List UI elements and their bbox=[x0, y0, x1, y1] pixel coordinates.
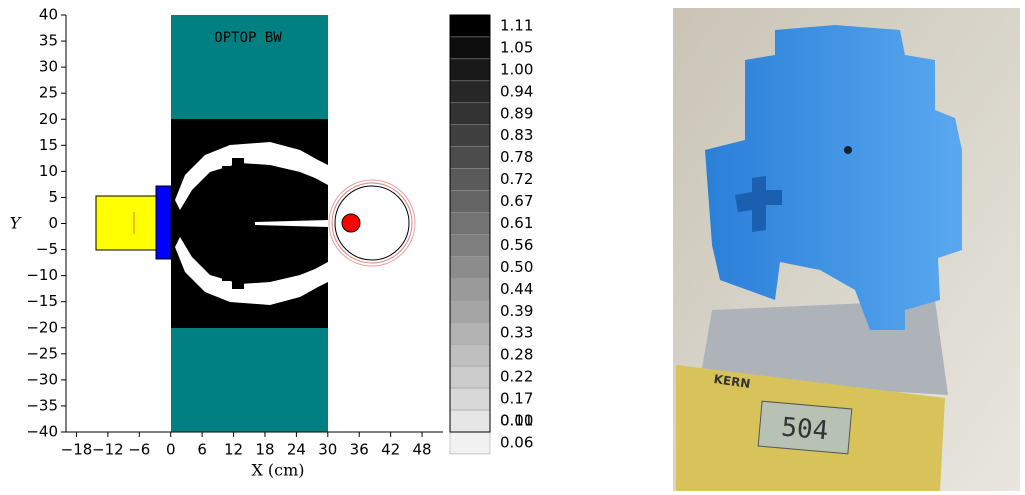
colorbar-cell bbox=[449, 343, 491, 367]
y-tick-label: −20 bbox=[26, 318, 58, 336]
y-tick-label: 25 bbox=[39, 84, 58, 102]
colorbar-cell bbox=[449, 387, 491, 411]
colorbar-cell bbox=[449, 102, 491, 125]
colorbar-label: 1.05 bbox=[500, 38, 533, 56]
colorbar-label: 0.78 bbox=[500, 148, 533, 166]
y-tick-label: 5 bbox=[48, 188, 58, 206]
y-tick-label: −10 bbox=[26, 266, 58, 284]
colorbar-label: 0.44 bbox=[500, 280, 533, 298]
outer-ring bbox=[331, 182, 413, 264]
colorbar-cell bbox=[449, 256, 491, 279]
colorbar-label: 0.39 bbox=[500, 302, 533, 320]
colorbar-cell bbox=[449, 409, 491, 433]
colorbar-label: 0.56 bbox=[500, 236, 533, 254]
x-tick-label: −6 bbox=[128, 441, 150, 459]
colorbar-label: 0.50 bbox=[500, 258, 533, 276]
colorbar-cell bbox=[449, 124, 491, 147]
printed-phantom bbox=[705, 25, 962, 330]
colorbar-label: 0.67 bbox=[500, 192, 533, 210]
x-tick-label: 48 bbox=[413, 441, 432, 459]
hole bbox=[844, 146, 852, 154]
x-tick-label: 12 bbox=[224, 441, 243, 459]
blue-collimator bbox=[155, 185, 172, 260]
y-tick-label: 35 bbox=[39, 32, 58, 50]
colorbar-cell bbox=[449, 300, 491, 323]
y-tick-label: 30 bbox=[39, 58, 58, 76]
photo: 504 KERN bbox=[673, 8, 1020, 491]
colorbar-cell bbox=[449, 234, 491, 257]
colorbar-label: 0.83 bbox=[500, 126, 533, 144]
y-tick-label: −25 bbox=[26, 344, 58, 362]
y-tick-label: 10 bbox=[39, 162, 58, 180]
y-tick-label: 20 bbox=[39, 110, 58, 128]
teal-region bbox=[171, 328, 328, 432]
white-pattern bbox=[175, 142, 328, 305]
x-tick-label: 6 bbox=[197, 441, 207, 459]
y-tick-label: 15 bbox=[39, 136, 58, 154]
plot-title: OPTOP BW bbox=[214, 30, 282, 46]
colorbar-cell bbox=[449, 36, 491, 60]
colorbar-cell bbox=[449, 14, 491, 38]
plot: OPTOP BW Y X (cm) 40 35 30 25 20 15 10 5 0 −5 −10 −… bbox=[10, 6, 534, 480]
colorbar-label: 0.06 bbox=[500, 433, 533, 451]
colorbar-cell bbox=[449, 212, 491, 235]
colorbar-label: 0.17 bbox=[500, 390, 533, 408]
x-tick-label: −12 bbox=[92, 441, 124, 459]
outer-ring bbox=[328, 179, 416, 267]
x-tick-label: 0 bbox=[166, 441, 176, 459]
colorbar-label: 0.11 bbox=[500, 412, 533, 430]
y-tick-label: −5 bbox=[36, 240, 58, 258]
colorbar-cell bbox=[449, 365, 491, 389]
x-tick-label: 42 bbox=[381, 441, 400, 459]
colorbar-label: 0.94 bbox=[500, 82, 533, 100]
colorbar-label: 0.33 bbox=[500, 324, 533, 342]
colorbar-label: 0.72 bbox=[500, 170, 533, 188]
y-tick-label: 0 bbox=[48, 214, 58, 232]
colorbar-cell bbox=[449, 322, 491, 345]
colorbar-cell bbox=[449, 278, 491, 301]
colorbar-label: 1.11 bbox=[500, 16, 533, 34]
colorbar-label: 1.00 bbox=[500, 60, 533, 78]
colorbar-cell bbox=[449, 80, 491, 104]
colorbar-label: 0.00 bbox=[500, 412, 533, 430]
colorbar-cell bbox=[449, 58, 491, 82]
x-tick-label: −18 bbox=[61, 441, 93, 459]
y-axis-label: Y bbox=[10, 214, 22, 233]
y-tick-label: −40 bbox=[26, 423, 58, 441]
y-tick-label: −35 bbox=[26, 396, 58, 414]
y-tick-label: −15 bbox=[26, 292, 58, 310]
x-tick-label: 36 bbox=[350, 441, 369, 459]
colorbar-label: 0.22 bbox=[500, 368, 533, 386]
cross-void bbox=[222, 158, 254, 289]
colorbar-cell bbox=[449, 168, 491, 191]
colorbar-frame bbox=[449, 14, 491, 433]
y-tick-label: −30 bbox=[26, 370, 58, 388]
x-axis-label: X (cm) bbox=[251, 461, 304, 480]
phantom bbox=[334, 185, 410, 261]
colorbar-cell bbox=[449, 190, 491, 213]
x-tick-label: 30 bbox=[318, 441, 337, 459]
scale-display bbox=[757, 400, 853, 455]
display-reading: 504 bbox=[780, 413, 829, 447]
y-tick-label: 40 bbox=[39, 6, 58, 24]
colorbar-label: 0.89 bbox=[500, 104, 533, 122]
scale-brand: KERN bbox=[713, 372, 751, 391]
yellow-source bbox=[95, 195, 157, 251]
x-tick-label: 18 bbox=[255, 441, 274, 459]
colorbar-label: 0.28 bbox=[500, 346, 533, 364]
red-target bbox=[341, 213, 361, 233]
cross-cavity bbox=[735, 176, 782, 232]
colorbar-label: 0.61 bbox=[500, 214, 533, 232]
colorbar-cell bbox=[449, 431, 491, 455]
colorbar-cell bbox=[449, 146, 491, 169]
x-tick-label: 24 bbox=[287, 441, 306, 459]
teal-region bbox=[171, 15, 328, 119]
